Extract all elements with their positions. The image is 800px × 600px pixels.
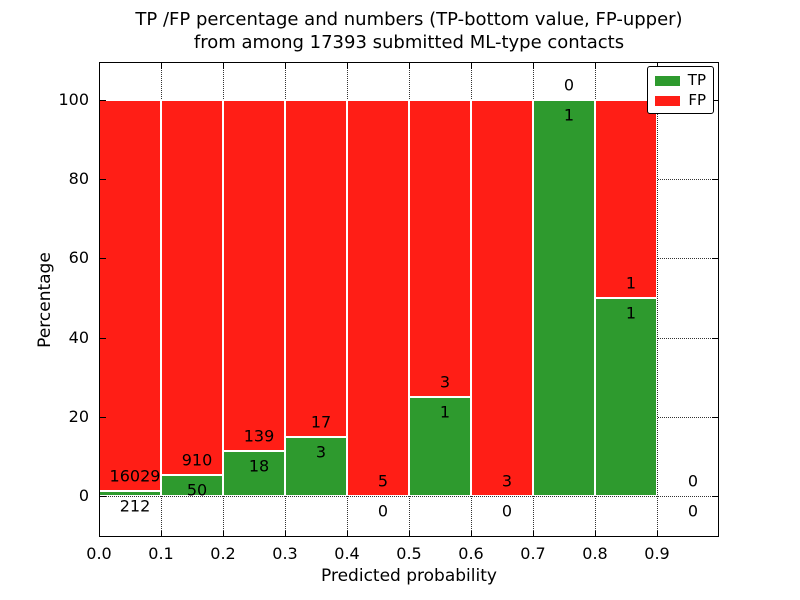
- x-axis-label: Predicted probability: [321, 566, 497, 586]
- fp-count-label: 0: [687, 471, 699, 491]
- legend-item-fp: FP: [655, 93, 706, 108]
- y-tick-label: 80: [68, 169, 89, 189]
- y-tick-mark-right: [712, 179, 718, 181]
- fp-count-label: 16029: [109, 466, 161, 486]
- y-tick-mark-right: [712, 100, 718, 102]
- tp-count-label: 212: [119, 496, 151, 516]
- x-tick-mark-top: [471, 63, 472, 69]
- fp-count-label: 0: [563, 75, 575, 95]
- gridline-vertical: [657, 62, 658, 537]
- x-tick-label: 0.2: [210, 544, 236, 563]
- x-tick-mark: [285, 531, 286, 537]
- x-tick-mark-top: [223, 63, 224, 69]
- fp-bar-segment: [223, 100, 285, 451]
- y-tick-mark-right: [712, 416, 718, 418]
- x-tick-mark-top: [409, 63, 410, 69]
- y-tick-mark: [100, 337, 106, 339]
- x-tick-mark: [409, 531, 410, 537]
- fp-count-label: 3: [439, 372, 451, 392]
- fp-bar-segment: [595, 100, 657, 298]
- y-tick-mark-right: [712, 496, 718, 497]
- x-tick-mark-top: [347, 63, 348, 69]
- x-tick-mark-top: [285, 63, 286, 69]
- tp-count-label: 0: [687, 501, 699, 521]
- y-tick-mark: [100, 416, 106, 418]
- y-tick-label: 40: [68, 327, 89, 347]
- tp-bar-segment: [99, 490, 161, 496]
- x-tick-mark: [533, 531, 534, 537]
- y-tick-mark: [100, 100, 106, 102]
- tp-bar-segment: [285, 436, 347, 496]
- x-tick-label: 0.6: [458, 544, 484, 563]
- tp-count-label: 1: [563, 105, 575, 125]
- tp-count-label: 3: [315, 442, 327, 462]
- x-tick-mark-top: [99, 63, 100, 69]
- tp-swatch-icon: [655, 75, 680, 86]
- x-tick-mark: [347, 531, 348, 537]
- y-tick-mark: [100, 179, 106, 181]
- y-tick-label: 20: [68, 406, 89, 426]
- fp-swatch-icon: [655, 95, 681, 106]
- legend: TP FP: [647, 66, 714, 114]
- legend-item-tp: TP: [655, 73, 706, 88]
- x-tick-mark: [223, 531, 224, 537]
- y-tick-label: 60: [68, 248, 89, 268]
- tp-count-label: 0: [377, 501, 389, 521]
- tp-bar-segment: [533, 100, 595, 496]
- chart-title-line1: TP /FP percentage and numbers (TP-bottom…: [135, 9, 683, 30]
- x-tick-label: 0.0: [86, 544, 112, 563]
- tp-legend-label: TP: [687, 71, 706, 89]
- x-tick-mark: [657, 531, 658, 537]
- x-tick-label: 0.3: [272, 544, 298, 563]
- y-tick-mark-right: [712, 258, 718, 260]
- fp-count-label: 3: [501, 471, 513, 491]
- x-tick-label: 0.4: [334, 544, 360, 563]
- fp-count-label: 910: [181, 450, 213, 470]
- fp-bar-segment: [161, 100, 223, 476]
- fp-bar-segment: [347, 100, 409, 496]
- y-tick-mark: [100, 496, 106, 497]
- fp-bar-segment: [471, 100, 533, 496]
- y-tick-mark: [100, 258, 106, 260]
- chart-title-line2: from among 17393 submitted ML-type conta…: [193, 31, 625, 53]
- y-tick-label: 0: [78, 486, 89, 505]
- x-tick-label: 0.7: [520, 544, 546, 563]
- x-tick-mark: [595, 531, 596, 537]
- x-tick-label: 0.9: [644, 544, 670, 563]
- x-tick-mark-top: [595, 63, 596, 69]
- y-tick-label: 100: [58, 90, 89, 110]
- tp-bar-segment: [409, 397, 471, 496]
- tp-bar-segment: [223, 450, 285, 496]
- y-tick-mark-right: [712, 337, 718, 339]
- fp-legend-label: FP: [688, 91, 706, 109]
- x-tick-label: 0.1: [148, 544, 174, 563]
- fp-count-label: 139: [243, 426, 275, 446]
- x-tick-mark: [471, 531, 472, 537]
- fp-bar-segment: [99, 100, 161, 491]
- x-tick-mark: [99, 531, 100, 537]
- x-tick-label: 0.5: [396, 544, 422, 563]
- gridline-horizontal: [99, 496, 719, 497]
- tp-count-label: 1: [439, 402, 451, 422]
- tp-count-label: 1: [625, 303, 637, 323]
- y-axis-label: Percentage: [35, 252, 55, 348]
- fp-count-label: 5: [377, 471, 389, 491]
- chart-title: TP /FP percentage and numbers (TP-bottom…: [99, 9, 719, 54]
- tp-count-label: 50: [186, 480, 208, 500]
- fp-count-label: 1: [625, 273, 637, 293]
- tp-count-label: 18: [248, 456, 270, 476]
- fp-count-label: 17: [310, 412, 332, 432]
- tp-bar-segment: [595, 298, 657, 496]
- x-tick-mark: [161, 531, 162, 537]
- fp-bar-segment: [409, 100, 471, 397]
- x-tick-mark-top: [161, 63, 162, 69]
- fp-bar-segment: [285, 100, 347, 437]
- x-tick-label: 0.8: [582, 544, 608, 563]
- x-tick-mark-top: [533, 63, 534, 69]
- tp-bar-segment: [161, 475, 223, 496]
- tp-count-label: 0: [501, 501, 513, 521]
